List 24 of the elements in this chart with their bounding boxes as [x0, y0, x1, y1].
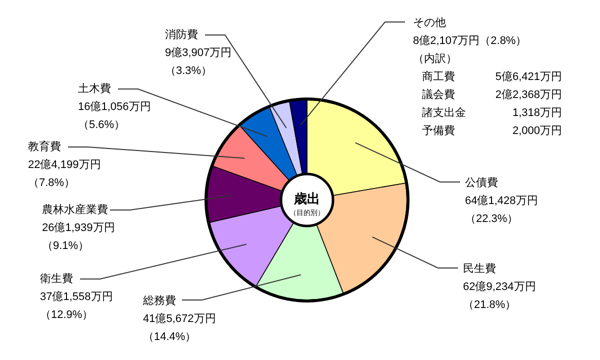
- slice-label: 衛生費: [40, 272, 73, 285]
- slice-label: 消防費: [165, 28, 198, 41]
- slice-label: 土木費: [78, 82, 111, 95]
- slice-label: 総務費: [142, 294, 176, 307]
- slice-label: 農林水産業費: [42, 203, 108, 216]
- data-label: 26億1,939万円（9.1%）: [42, 221, 115, 252]
- data-label: 64億1,428万円（22.3%）: [465, 194, 538, 225]
- data-label: 37億1,558万円（12.9%）: [40, 290, 113, 321]
- data-label: 62億9,234万円（21.8%）: [463, 280, 536, 311]
- data-label: 41億5,672万円（14.4%）: [143, 312, 216, 343]
- slice-label: 教育費: [28, 140, 61, 153]
- text: 商工費 5億6,421万円: [422, 71, 562, 83]
- data-label: 22億4,199万円（7.8%）: [28, 158, 101, 189]
- data-label: 8億2,107万円（2.8%）: [413, 34, 527, 47]
- text: （内訳）: [413, 52, 457, 65]
- slice-label: 公債費: [465, 176, 498, 189]
- text: 歳出: [293, 191, 320, 206]
- text: 予備費 2,000万円: [422, 125, 562, 137]
- slice-label: 民生費: [463, 262, 496, 275]
- text: 諸支出金 1,318万円: [422, 107, 562, 119]
- data-label: 9億3,907万円（3.3%）: [165, 46, 232, 77]
- data-label: 16億1,056万円（5.6%）: [78, 100, 151, 131]
- slice-label: その他: [413, 17, 446, 29]
- text: 議会費 2億2,368万円: [422, 89, 562, 101]
